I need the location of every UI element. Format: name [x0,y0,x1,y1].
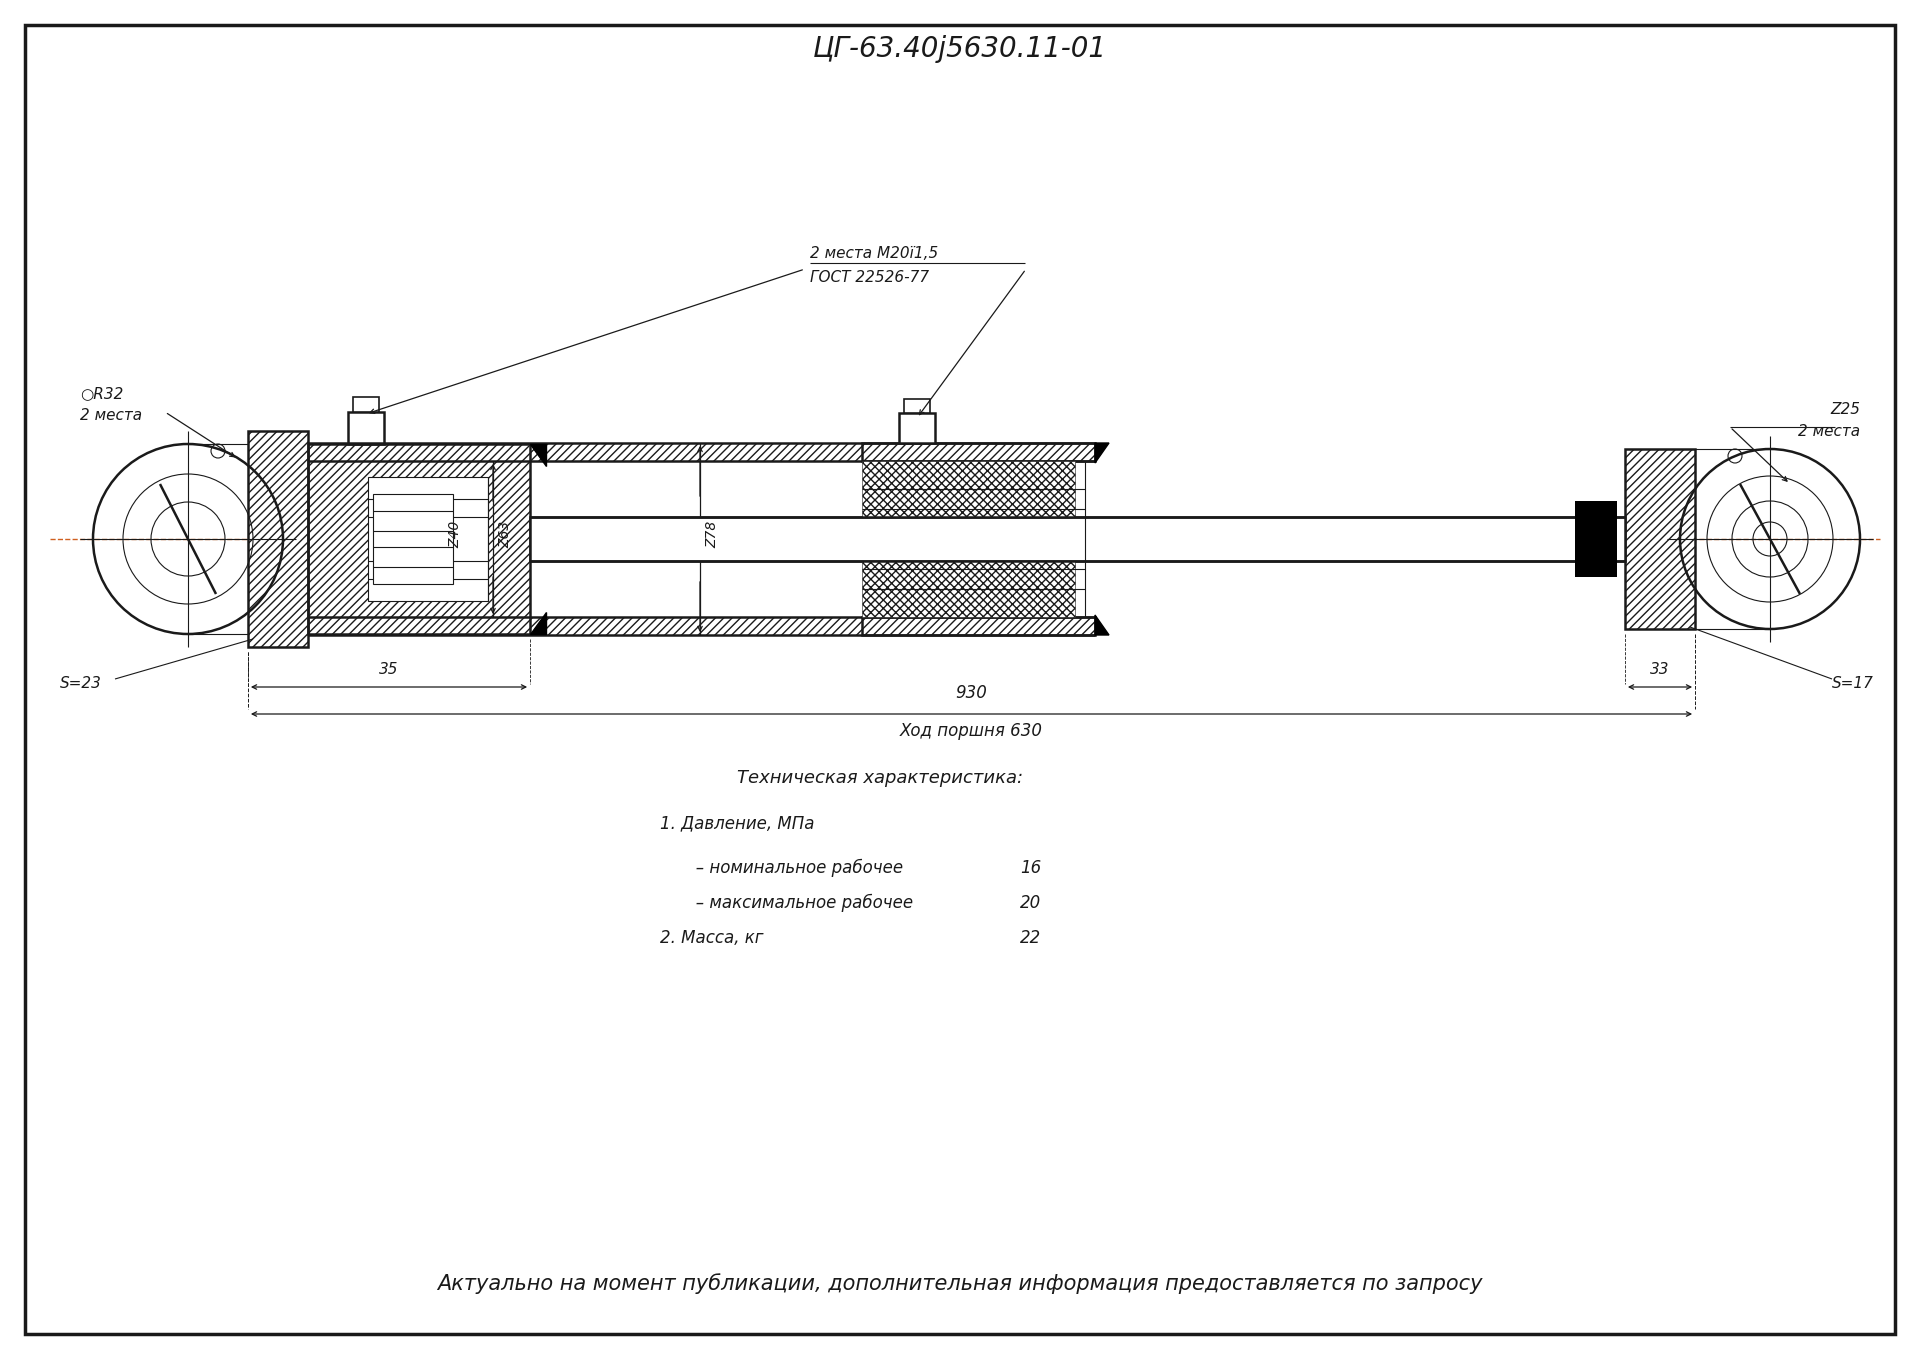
Text: 930: 930 [956,684,987,703]
Text: 20: 20 [1020,894,1041,912]
Bar [369,477,488,601]
Bar [862,461,1075,516]
Bar [862,561,1075,617]
Bar [1574,501,1617,578]
Text: ГОСТ 22526-77: ГОСТ 22526-77 [810,270,929,285]
Bar [372,495,453,584]
Text: ЦГ-63.40ј5630.11-01: ЦГ-63.40ј5630.11-01 [812,35,1108,63]
Text: S=17: S=17 [1832,677,1874,692]
Polygon shape [530,444,545,466]
Text: 35: 35 [380,662,399,677]
Text: Ход поршня 630: Ход поршня 630 [900,722,1043,741]
Bar [904,400,929,413]
Bar [1624,448,1695,629]
Text: 2 места: 2 места [1797,424,1860,439]
Bar [307,444,530,635]
Text: Техническая характеристика:: Техническая характеристика: [737,769,1023,787]
Text: 1. Давление, МПа: 1. Давление, МПа [660,814,814,832]
Bar [1624,448,1695,629]
Bar [348,412,384,444]
Text: – номинальное рабочее: – номинальное рабочее [680,859,902,877]
Bar [307,444,530,635]
Polygon shape [1094,616,1110,635]
Text: 2. Масса, кг: 2. Масса, кг [660,930,764,947]
Text: – максимальное рабочее: – максимальное рабочее [680,894,914,912]
Bar [307,617,1094,635]
Bar [307,443,1094,461]
Text: 2 места: 2 места [81,409,142,424]
Bar [899,413,935,443]
Text: ○R32: ○R32 [81,386,123,401]
Bar [862,443,1094,461]
Bar [530,516,1624,561]
Bar [862,443,1094,461]
Text: Актуально на момент публикации, дополнительная информация предоставляется по зап: Актуально на момент публикации, дополнит… [438,1273,1482,1294]
Text: 33: 33 [1651,662,1670,677]
Text: S=23: S=23 [60,677,102,692]
Text: 16: 16 [1020,859,1041,877]
Text: Ζ40: Ζ40 [447,520,463,548]
Text: Ζ25: Ζ25 [1830,401,1860,416]
Bar [899,413,935,443]
Bar [348,412,384,444]
Bar [248,431,307,647]
Text: 2 места М20ї1,5: 2 места М20ї1,5 [810,246,939,261]
Text: Ζ63: Ζ63 [497,520,513,548]
Bar [862,617,1094,635]
Bar [862,617,1094,635]
Text: 22: 22 [1020,930,1041,947]
Polygon shape [530,612,545,635]
Bar [248,431,307,647]
Text: Ζ78: Ζ78 [705,520,718,548]
Polygon shape [1094,443,1110,463]
Bar [353,397,378,412]
